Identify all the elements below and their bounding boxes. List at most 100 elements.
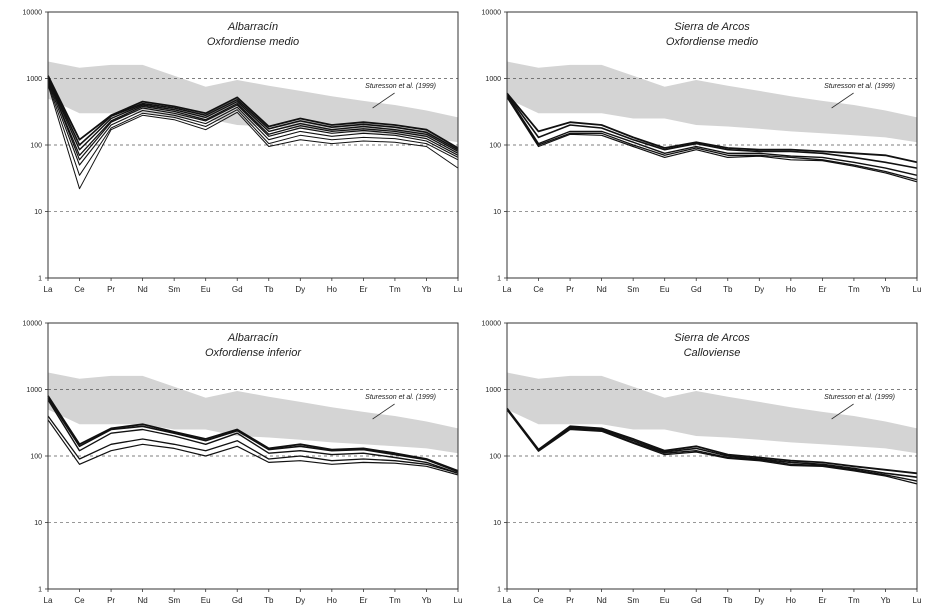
- y-tick-label: 1000: [485, 387, 501, 394]
- x-tick-label: Gd: [691, 285, 702, 294]
- y-tick-label: 10000: [23, 321, 43, 328]
- envelope-label: Sturesson et al. (1999): [824, 394, 895, 401]
- x-tick-label: Nd: [596, 285, 606, 294]
- x-tick-label: Sm: [168, 285, 180, 294]
- chart-panel-1: 1 10 100 1000 10000 La Ce Pr Nd Sm Eu Gd Tb Dy Ho Er Tm Y…: [23, 10, 463, 295]
- x-tick-label: Ho: [327, 596, 338, 605]
- x-tick-label: Er: [818, 596, 826, 605]
- y-tick-label: 1000: [26, 76, 42, 83]
- x-tick-label: Sm: [168, 596, 180, 605]
- y-tick-label: 100: [489, 143, 501, 150]
- x-tick-label: Eu: [660, 596, 670, 605]
- x-tick-label: Dy: [754, 285, 764, 294]
- series-line-5: [47, 78, 459, 161]
- series-line-6: [47, 81, 459, 166]
- x-tick-label: Dy: [754, 596, 764, 605]
- x-tick-label: Tb: [264, 596, 274, 605]
- x-tick-label: Yb: [422, 596, 432, 605]
- y-tick-label: 10: [493, 520, 501, 527]
- series-line-8: [47, 84, 459, 190]
- series-line-4: [506, 409, 918, 485]
- x-tick-label: Tb: [723, 596, 733, 605]
- x-tick-label: Dy: [295, 285, 305, 294]
- x-tick-label: Yb: [422, 285, 432, 294]
- series-line-3: [47, 78, 459, 153]
- x-tick-label: La: [503, 596, 512, 605]
- x-tick-label: Yb: [881, 596, 891, 605]
- reference-envelope: [507, 61, 917, 143]
- series-line-3: [47, 399, 459, 474]
- y-tick-label: 100: [489, 454, 501, 461]
- series-line-1: [506, 92, 918, 164]
- y-tick-label: 10: [34, 520, 42, 527]
- envelope-leader-line: [372, 403, 395, 420]
- y-tick-label: 1: [38, 587, 42, 594]
- envelope-label: Sturesson et al. (1999): [365, 394, 436, 401]
- chart-panel-4: 1 10 100 1000 10000 La Ce Pr Nd Sm Eu Gd Tb Dy Ho Er Tm Y…: [482, 321, 922, 606]
- series-line-3: [506, 409, 918, 482]
- y-tick-label: 1: [38, 276, 42, 283]
- x-tick-label: Tb: [264, 285, 274, 294]
- series-line-1: [47, 75, 459, 149]
- y-tick-label: 10000: [482, 10, 502, 17]
- chart-panel-2: 1 10 100 1000 10000 La Ce Pr Nd Sm Eu Gd Tb Dy Ho Er Tm Y…: [482, 10, 922, 295]
- x-tick-label: Tm: [848, 596, 860, 605]
- chart-panel-3: 1 10 100 1000 10000 La Ce Pr Nd Sm Eu Gd Tb Dy Ho Er Tm Y…: [23, 321, 463, 606]
- x-tick-label: Ce: [74, 285, 85, 294]
- x-tick-label: Nd: [137, 285, 147, 294]
- x-tick-label: Lu: [913, 285, 922, 294]
- x-tick-label: Ce: [533, 596, 544, 605]
- panel-title-line-1: Albarracín: [227, 332, 278, 344]
- series-line-5: [506, 97, 918, 183]
- x-tick-label: Pr: [107, 596, 115, 605]
- envelope-label: Sturesson et al. (1999): [824, 83, 895, 90]
- x-tick-label: Tm: [389, 285, 401, 294]
- y-tick-label: 1: [497, 587, 501, 594]
- y-tick-label: 100: [30, 143, 42, 150]
- x-tick-label: Nd: [596, 596, 606, 605]
- x-tick-label: La: [44, 285, 53, 294]
- panel-title-line-1: Sierra de Arcos: [674, 332, 750, 344]
- x-tick-label: Tm: [389, 596, 401, 605]
- x-tick-label: La: [44, 596, 53, 605]
- x-tick-label: Sm: [627, 596, 639, 605]
- reference-envelope: [48, 372, 458, 454]
- panel-title-line-1: Sierra de Arcos: [674, 21, 750, 33]
- x-tick-label: Lu: [913, 596, 922, 605]
- x-tick-label: Ce: [533, 285, 544, 294]
- x-tick-label: Eu: [660, 285, 670, 294]
- panel-title-line-2: Oxfordiense medio: [666, 36, 758, 48]
- series-line-1: [506, 407, 918, 475]
- x-tick-label: Yb: [881, 285, 891, 294]
- x-tick-label: Pr: [566, 285, 574, 294]
- x-tick-label: Eu: [201, 285, 211, 294]
- x-tick-label: Tb: [723, 285, 733, 294]
- series-line-2: [47, 397, 459, 473]
- y-tick-label: 10: [34, 209, 42, 216]
- y-tick-label: 10: [493, 209, 501, 216]
- x-tick-label: Ho: [327, 285, 338, 294]
- x-tick-label: Er: [359, 596, 367, 605]
- x-tick-label: Eu: [201, 596, 211, 605]
- panel-title-line-1: Albarracín: [227, 21, 278, 33]
- y-tick-label: 100: [30, 454, 42, 461]
- x-tick-label: Dy: [295, 596, 305, 605]
- series-line-1: [47, 395, 459, 472]
- x-tick-label: Nd: [137, 596, 147, 605]
- x-tick-label: Pr: [566, 596, 574, 605]
- series-line-2: [506, 408, 918, 478]
- envelope-label: Sturesson et al. (1999): [365, 83, 436, 90]
- x-tick-label: Ho: [786, 285, 797, 294]
- x-tick-label: Ho: [786, 596, 797, 605]
- series-line-2: [506, 93, 918, 169]
- x-tick-label: Er: [359, 285, 367, 294]
- x-tick-label: La: [503, 285, 512, 294]
- reference-envelope: [507, 372, 917, 454]
- envelope-leader-line: [831, 92, 854, 109]
- envelope-leader-line: [372, 92, 395, 109]
- series-line-3: [506, 94, 918, 176]
- x-tick-label: Pr: [107, 285, 115, 294]
- x-tick-label: Sm: [627, 285, 639, 294]
- y-tick-label: 1000: [26, 387, 42, 394]
